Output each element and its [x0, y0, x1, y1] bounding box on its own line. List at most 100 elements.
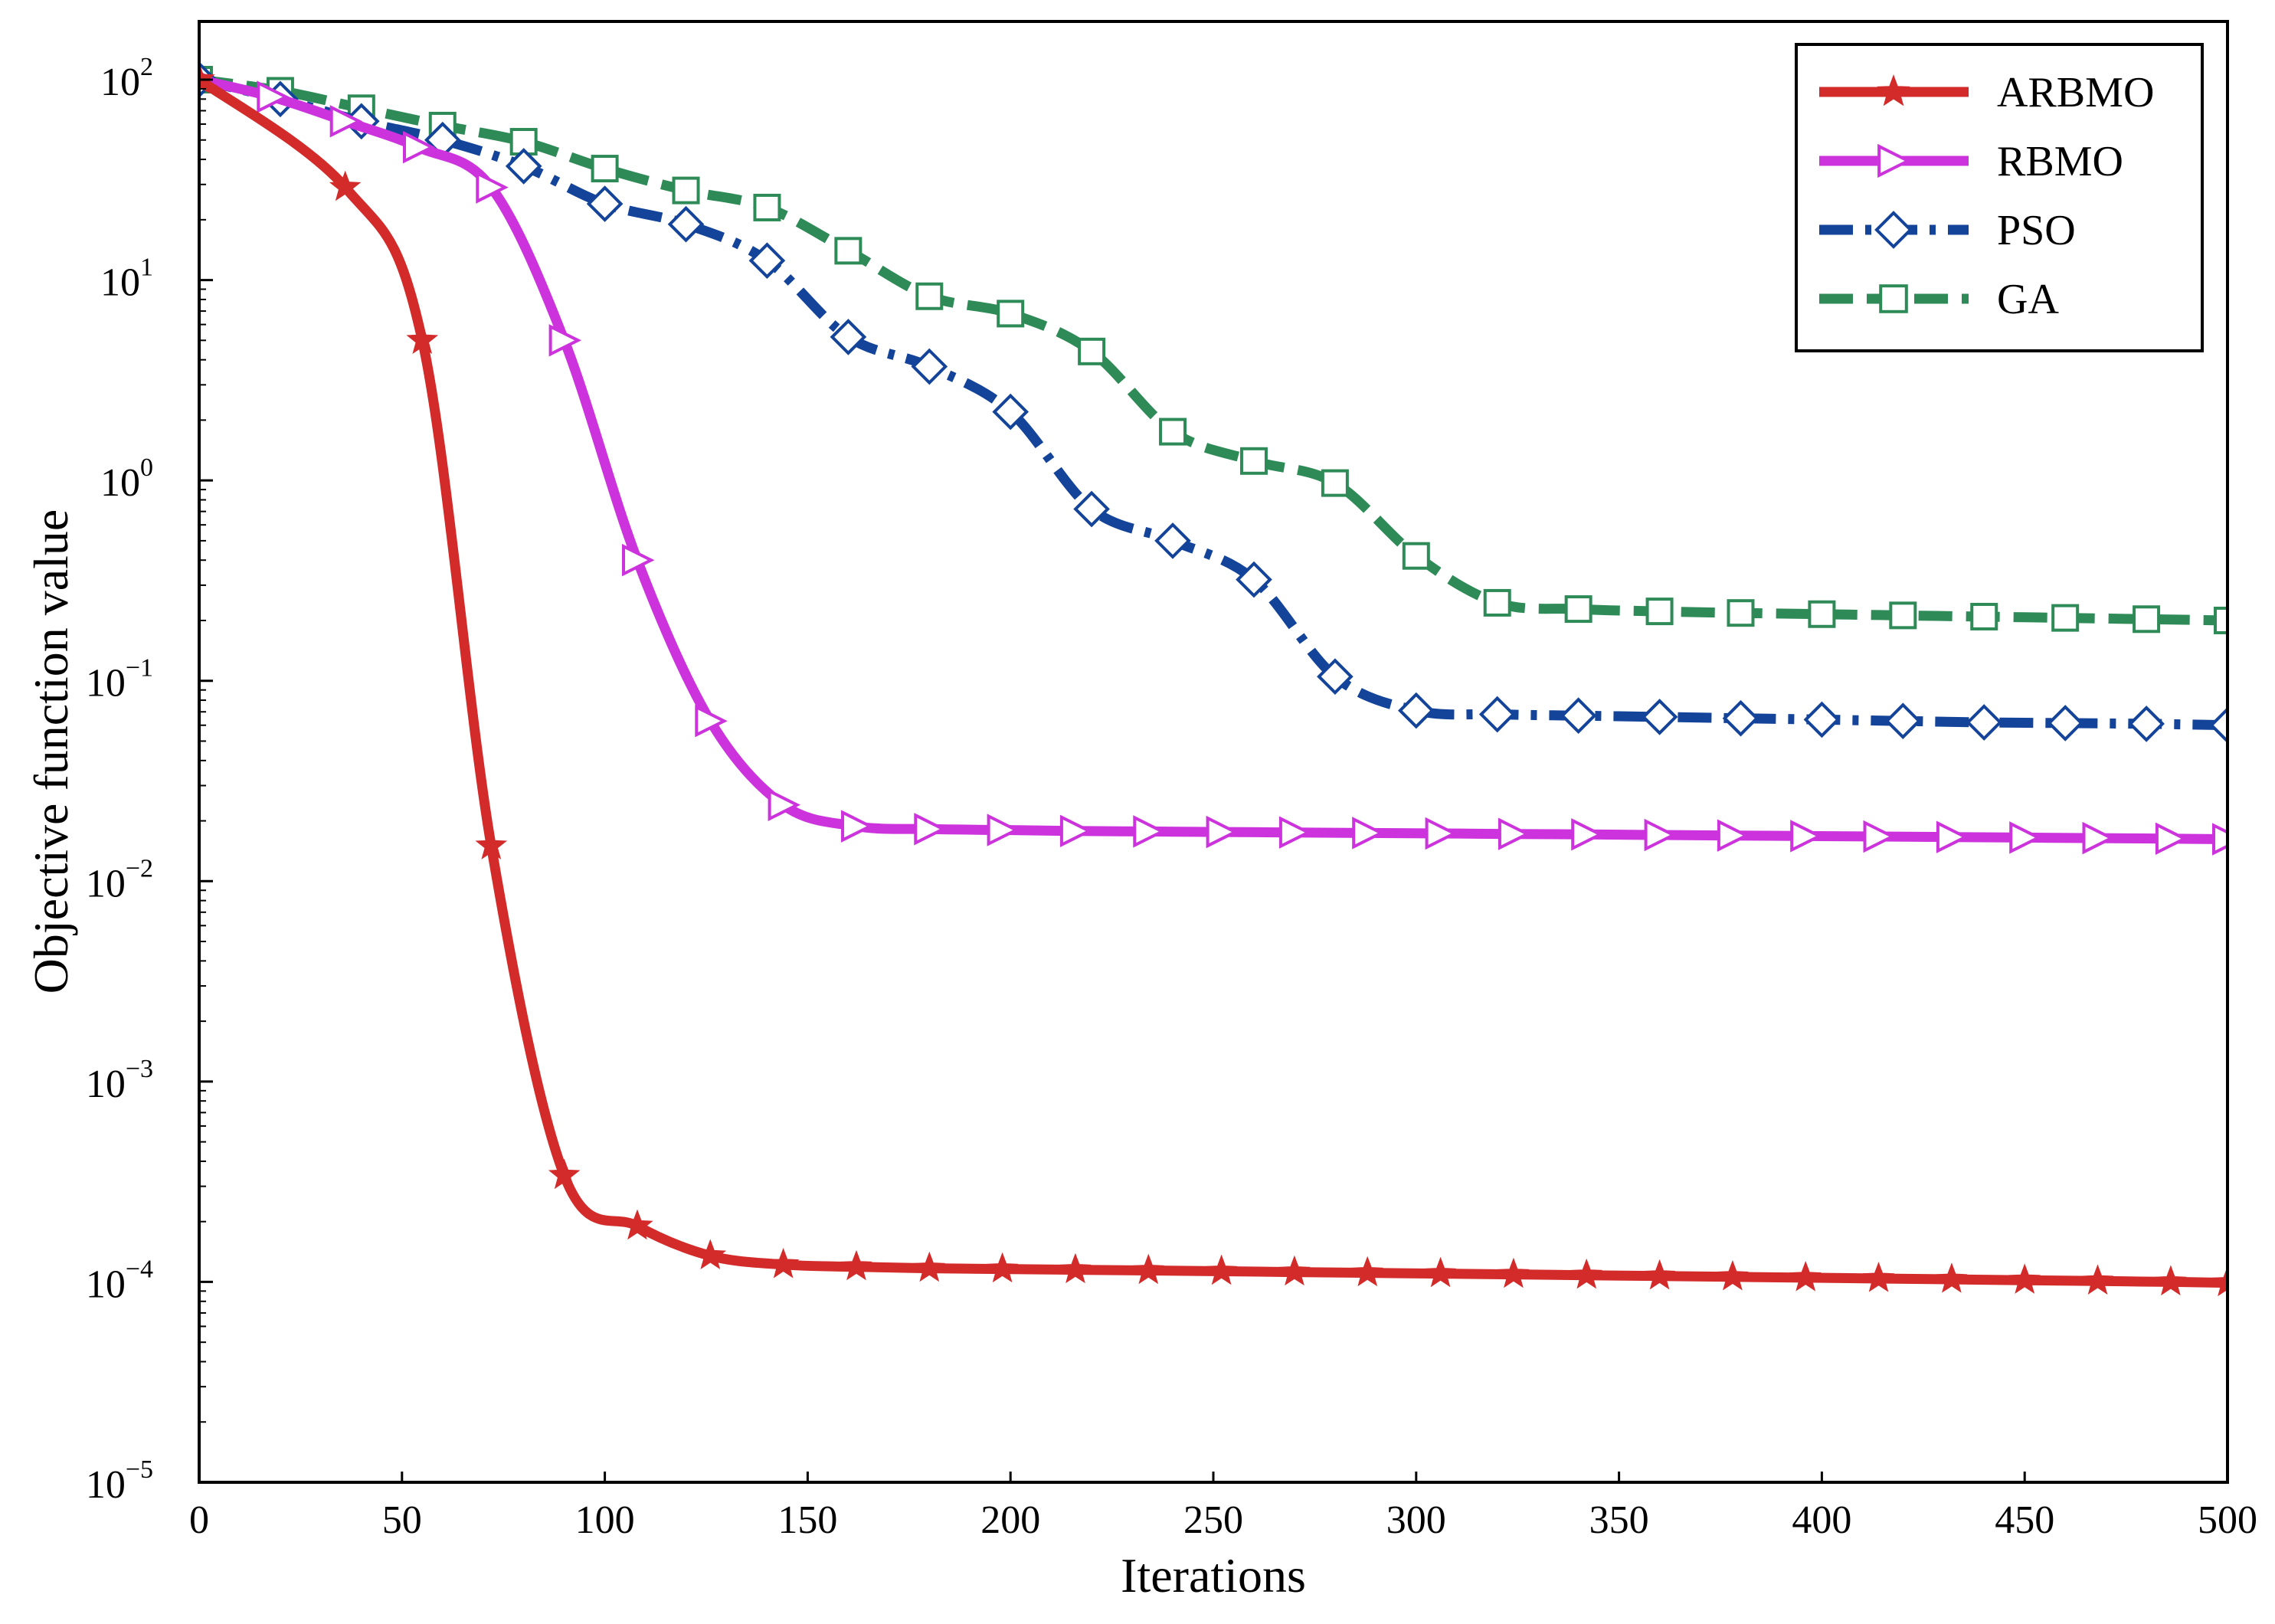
- data-point: [621, 1209, 653, 1240]
- data-point: [1571, 818, 1604, 851]
- data-point: [2009, 821, 2042, 854]
- data-point: [911, 348, 948, 385]
- data-point: [1321, 469, 1349, 497]
- data-point: [667, 205, 705, 243]
- legend-item-ga: GA: [1819, 276, 2059, 323]
- data-point: [753, 193, 781, 221]
- data-point: [2082, 821, 2115, 855]
- data-point: [1717, 819, 1750, 852]
- data-point: [1078, 337, 1106, 365]
- data-point: [2155, 1265, 2187, 1296]
- y-axis-title: Objective function value: [24, 509, 78, 994]
- data-point: [1722, 699, 1759, 737]
- legend-item-rbmo: RBMO: [1819, 138, 2123, 185]
- data-point: [257, 80, 290, 113]
- data-point: [1936, 1262, 1968, 1293]
- data-point: [1936, 820, 1969, 853]
- data-point: [1970, 602, 1998, 630]
- y-tick-label: 10−4: [86, 1255, 153, 1306]
- x-tick-label: 350: [1589, 1498, 1649, 1542]
- data-point: [2209, 706, 2228, 744]
- data-point: [2081, 1264, 2114, 1295]
- x-tick-label: 50: [382, 1498, 422, 1542]
- data-point: [2047, 705, 2084, 742]
- data-point: [1397, 692, 1435, 729]
- data-point: [1498, 1257, 1530, 1288]
- x-axis: 0 50 100 150 200 250 300 350 400 450 500: [189, 1472, 2257, 1542]
- data-point: [2211, 1265, 2228, 1297]
- x-tick-label: 0: [189, 1498, 209, 1542]
- y-tick-label: 10−2: [86, 854, 153, 905]
- x-tick-label: 300: [1386, 1498, 1446, 1542]
- x-tick-label: 450: [1995, 1498, 2054, 1542]
- data-point: [548, 1158, 581, 1190]
- data-point: [1059, 814, 1093, 848]
- data-point: [1159, 417, 1187, 446]
- y-tick-label: 100: [100, 453, 153, 505]
- data-point: [586, 185, 624, 222]
- y-axis: 102 101 100 10−1 10−2 10−3 10−4 10−5: [86, 53, 213, 1507]
- data-point: [2128, 706, 2165, 742]
- data-point: [1862, 1262, 1895, 1292]
- data-point: [1425, 817, 1458, 850]
- legend-marker: [1879, 284, 1908, 313]
- data-point: [1239, 447, 1268, 475]
- data-point: [329, 105, 363, 138]
- data-point: [987, 814, 1020, 846]
- data-point: [1644, 818, 1678, 852]
- x-tick-label: 200: [980, 1498, 1040, 1542]
- data-point: [2133, 605, 2161, 634]
- data-point: [1803, 701, 1841, 738]
- legend-item-arbmo: ARBMO: [1819, 69, 2154, 116]
- x-tick-label: 150: [777, 1498, 837, 1542]
- data-point: [2214, 606, 2228, 634]
- data-point: [1154, 522, 1191, 559]
- data-point: [406, 323, 439, 355]
- series-line: [199, 75, 2228, 1288]
- data-point: [695, 704, 728, 738]
- data-point: [1402, 542, 1430, 570]
- data-point: [1717, 1259, 1749, 1291]
- legend-marker: [1874, 211, 1913, 249]
- data-point: [1560, 697, 1597, 735]
- data-point: [1073, 490, 1110, 528]
- data-point: [1206, 815, 1239, 849]
- data-point: [2008, 1263, 2041, 1294]
- data-point: [840, 1249, 872, 1281]
- data-point: [622, 543, 655, 577]
- legend: ARBMO RBMO PSO GA: [1795, 43, 2204, 352]
- data-point: [997, 300, 1025, 328]
- data-point: [1278, 1255, 1311, 1286]
- data-point: [748, 242, 786, 280]
- series-line: [199, 74, 2228, 626]
- x-axis-title: Iterations: [1121, 1548, 1306, 1603]
- data-point: [830, 319, 867, 355]
- x-tick-label: 100: [575, 1498, 635, 1542]
- data-point: [1317, 658, 1354, 696]
- y-tick-label: 102: [100, 53, 153, 104]
- data-point: [1483, 588, 1511, 617]
- data-point: [1564, 595, 1592, 624]
- x-tick-label: 400: [1792, 1498, 1851, 1542]
- data-point: [1205, 1254, 1238, 1285]
- legend-label: GA: [1997, 276, 2059, 323]
- data-point: [915, 282, 944, 310]
- data-point: [1790, 820, 1823, 853]
- data-point: [1570, 1258, 1603, 1289]
- data-point: [913, 1251, 946, 1282]
- data-point: [1889, 601, 1917, 630]
- data-point: [1478, 696, 1516, 733]
- data-point: [1059, 1252, 1092, 1284]
- data-point: [2212, 823, 2228, 856]
- data-point: [1351, 1256, 1384, 1287]
- data-point: [1643, 1259, 1676, 1290]
- data-point: [914, 813, 947, 846]
- y-tick-label: 10−1: [86, 654, 153, 706]
- data-point: [1498, 817, 1531, 850]
- series-arbmo: [199, 63, 2228, 1297]
- data-point: [992, 393, 1029, 431]
- data-point: [768, 788, 801, 822]
- data-point: [199, 63, 215, 93]
- y-tick-label: 10−5: [86, 1455, 153, 1507]
